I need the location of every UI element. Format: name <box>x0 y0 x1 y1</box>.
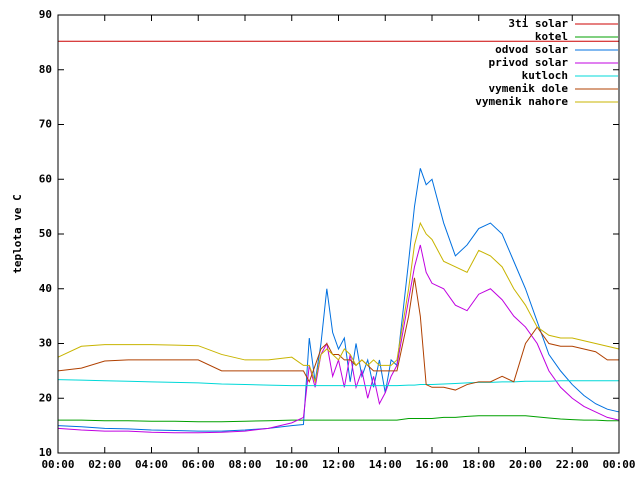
legend-label: vymenik nahore <box>475 95 568 108</box>
legend-label: 3ti solar <box>508 17 568 30</box>
x-tick-label: 10:00 <box>275 458 308 471</box>
y-tick-label: 60 <box>39 172 52 185</box>
x-tick-label: 14:00 <box>369 458 402 471</box>
y-tick-label: 30 <box>39 337 52 350</box>
legend-label: kutloch <box>522 69 568 82</box>
line <box>57 277 619 391</box>
legend-label: kotel <box>535 30 568 43</box>
legend-label: vymenik dole <box>489 82 569 95</box>
line <box>57 244 620 434</box>
line <box>58 415 619 423</box>
x-tick-label: 18:00 <box>462 458 495 471</box>
line <box>57 379 619 387</box>
x-tick-label: 08:00 <box>228 458 261 471</box>
x-tick-label: 12:00 <box>322 458 355 471</box>
y-tick-label: 40 <box>39 282 52 295</box>
x-tick-label: 00:00 <box>41 458 74 471</box>
x-tick-label: 04:00 <box>135 458 168 471</box>
y-tick-label: 90 <box>39 8 52 21</box>
y-tick-label: 80 <box>39 63 52 76</box>
line <box>57 221 620 384</box>
line <box>57 168 620 432</box>
y-axis-label: teplota ve C <box>11 194 24 273</box>
y-tick-label: 50 <box>39 227 52 240</box>
y-tick-label: 10 <box>39 446 52 459</box>
x-tick-label: 20:00 <box>509 458 542 471</box>
y-tick-label: 70 <box>39 118 52 131</box>
x-tick-label: 16:00 <box>415 458 448 471</box>
legend-label: privod solar <box>489 56 569 69</box>
legend-label: odvod solar <box>495 43 568 56</box>
x-tick-label: 06:00 <box>182 458 215 471</box>
x-tick-label: 02:00 <box>88 458 121 471</box>
plot-border <box>57 14 620 454</box>
x-tick-label: 22:00 <box>556 458 589 471</box>
x-tick-label: 00:00 <box>602 458 635 471</box>
y-tick-label: 20 <box>39 391 52 404</box>
